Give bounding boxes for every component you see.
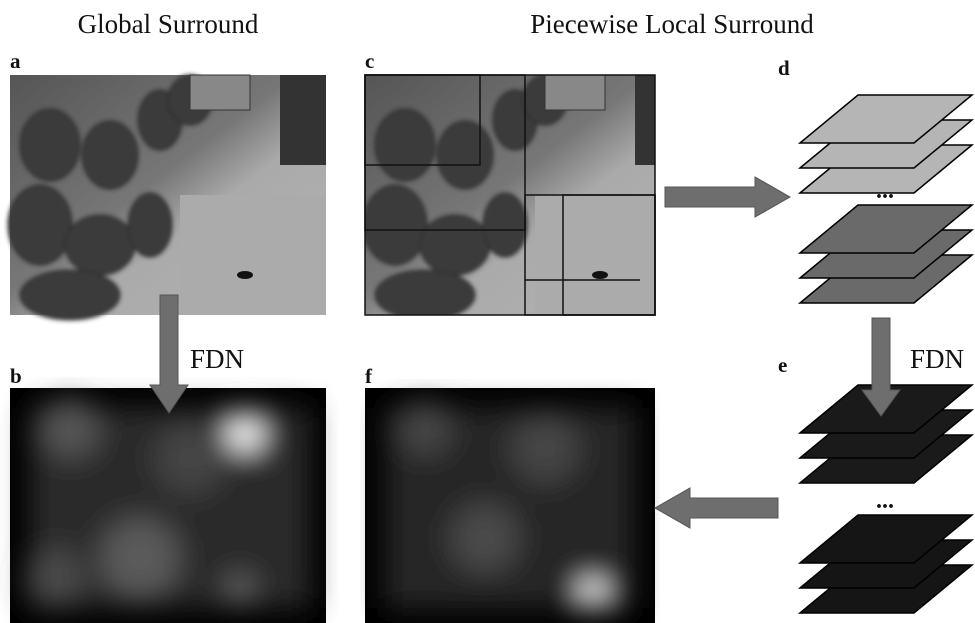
fdn-label: FDN: [190, 344, 244, 374]
panel-label: a: [10, 49, 21, 73]
right-title: Piecewise Local Surround: [530, 9, 814, 39]
fdn-label: FDN: [910, 344, 964, 374]
panel-label: e: [778, 353, 787, 377]
panel-label: f: [365, 364, 373, 388]
arrow-left: [655, 488, 778, 528]
photo-c: [363, 75, 681, 320]
panel-label: d: [778, 56, 790, 80]
panel-label: b: [10, 364, 22, 388]
ellipsis: ...: [876, 178, 894, 204]
panel-label: c: [365, 49, 374, 73]
saliency-b: [10, 388, 326, 623]
left-title: Global Surround: [78, 9, 259, 39]
ellipsis: ...: [876, 488, 894, 514]
saliency-f: [365, 388, 655, 623]
figure: Global Surround Piecewise Local Surround…: [0, 0, 975, 623]
photo-a: [8, 75, 326, 320]
arrow-right: [665, 177, 790, 217]
